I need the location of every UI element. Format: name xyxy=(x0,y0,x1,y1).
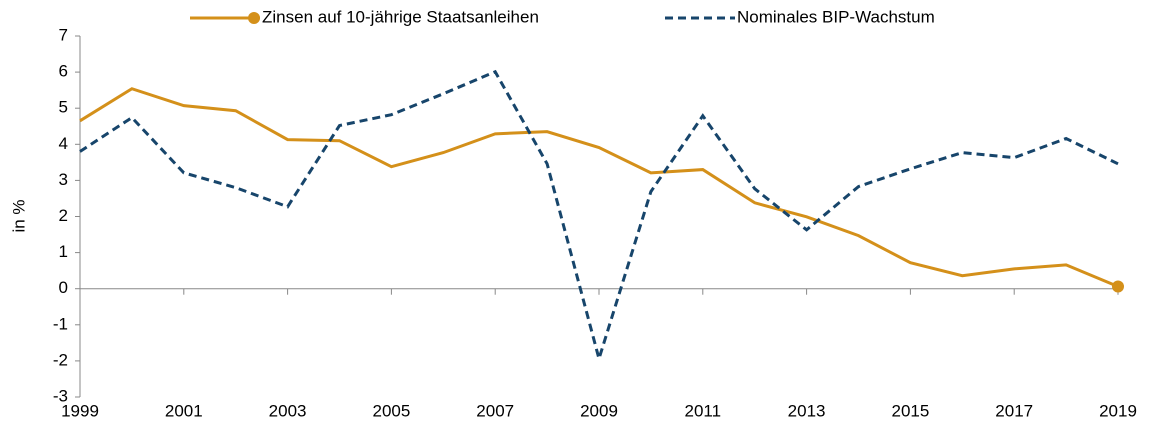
series-line xyxy=(79,87,1119,288)
x-tick-label: 1999 xyxy=(61,401,99,420)
x-tick-label: 2005 xyxy=(372,401,410,420)
y-tick-label: 2 xyxy=(59,206,68,225)
y-tick-label: -1 xyxy=(53,314,68,333)
y-tick-label: 5 xyxy=(59,98,68,117)
y-tick-label: 4 xyxy=(59,134,68,153)
x-tick-label: 2017 xyxy=(995,401,1033,420)
end-marker xyxy=(1112,280,1124,293)
y-tick-label: -3 xyxy=(53,386,68,405)
x-tick-label: 2003 xyxy=(269,401,307,420)
y-tick-label: 1 xyxy=(59,242,68,261)
legend-marker xyxy=(248,12,260,24)
legend-label: Nominales BIP-Wachstum xyxy=(737,7,935,26)
series-line xyxy=(79,69,1119,365)
y-tick-label: 7 xyxy=(59,25,68,44)
x-tick-label: 2013 xyxy=(788,401,826,420)
x-tick-label: 2009 xyxy=(580,401,618,420)
x-tick-label: 2001 xyxy=(165,401,203,420)
y-tick-label: 6 xyxy=(59,62,68,81)
y-tick-label: -2 xyxy=(53,350,68,369)
x-tick-label: 2015 xyxy=(891,401,929,420)
y-axis-label: in % xyxy=(9,199,28,232)
x-tick-label: 2019 xyxy=(1099,401,1137,420)
x-tick-label: 2011 xyxy=(685,401,722,420)
y-tick-label: 0 xyxy=(59,278,68,297)
y-tick-label: 3 xyxy=(59,170,68,189)
legend-label: Zinsen auf 10-jährige Staatsanleihen xyxy=(262,7,539,26)
x-tick-label: 2007 xyxy=(476,401,514,420)
